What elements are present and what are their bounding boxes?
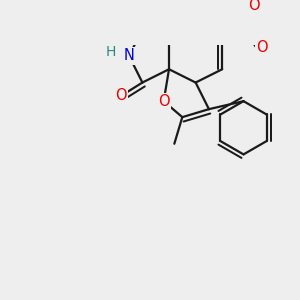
Text: O: O bbox=[256, 40, 268, 56]
Text: O: O bbox=[115, 88, 127, 103]
Text: O: O bbox=[248, 0, 260, 13]
Text: H: H bbox=[105, 45, 116, 59]
Text: O: O bbox=[158, 94, 170, 109]
Text: N: N bbox=[124, 48, 134, 63]
